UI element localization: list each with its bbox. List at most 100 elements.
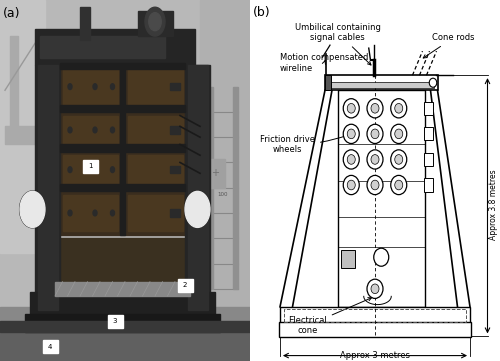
Bar bbox=[60, 144, 185, 152]
Bar bbox=[170, 126, 180, 134]
Circle shape bbox=[93, 84, 97, 90]
Text: Friction drive
wheels: Friction drive wheels bbox=[260, 135, 348, 154]
Bar bbox=[424, 127, 433, 140]
Bar bbox=[62, 195, 118, 231]
Circle shape bbox=[343, 99, 359, 118]
Circle shape bbox=[391, 150, 407, 169]
Circle shape bbox=[347, 129, 355, 139]
Circle shape bbox=[367, 99, 383, 118]
Circle shape bbox=[343, 124, 359, 143]
Text: (a): (a) bbox=[2, 7, 20, 20]
Circle shape bbox=[347, 104, 355, 113]
Bar bbox=[208, 87, 212, 289]
Text: 4: 4 bbox=[48, 344, 52, 349]
Bar bbox=[170, 209, 180, 217]
Circle shape bbox=[395, 104, 403, 113]
Bar bbox=[60, 63, 185, 69]
Circle shape bbox=[343, 150, 359, 169]
Circle shape bbox=[395, 180, 403, 190]
Bar bbox=[35, 29, 195, 65]
Circle shape bbox=[391, 99, 407, 118]
Bar bbox=[82, 160, 98, 173]
Text: Approx 3 metres: Approx 3 metres bbox=[340, 351, 410, 360]
Circle shape bbox=[371, 129, 379, 139]
Bar bbox=[80, 7, 90, 40]
Text: Cone rods: Cone rods bbox=[423, 33, 475, 58]
Circle shape bbox=[371, 180, 379, 190]
Circle shape bbox=[68, 127, 72, 133]
Bar bbox=[338, 90, 425, 307]
Circle shape bbox=[185, 191, 210, 227]
Bar bbox=[200, 0, 250, 325]
Bar bbox=[0, 307, 250, 361]
Bar bbox=[38, 65, 58, 310]
Bar bbox=[42, 340, 58, 353]
Bar bbox=[185, 65, 210, 310]
Bar bbox=[329, 82, 434, 88]
Text: +: + bbox=[211, 168, 219, 178]
Text: 1: 1 bbox=[88, 163, 92, 169]
Circle shape bbox=[395, 155, 403, 164]
Text: Approx 3.8 metres: Approx 3.8 metres bbox=[489, 169, 498, 240]
Circle shape bbox=[149, 13, 161, 31]
Circle shape bbox=[145, 7, 165, 36]
Bar bbox=[170, 83, 180, 90]
Bar bbox=[62, 155, 118, 184]
Circle shape bbox=[367, 279, 383, 299]
Circle shape bbox=[110, 167, 114, 173]
Circle shape bbox=[395, 129, 403, 139]
Bar bbox=[5, 126, 35, 144]
Text: (b): (b) bbox=[252, 6, 270, 19]
Bar bbox=[40, 36, 165, 58]
Text: Electrical
cone: Electrical cone bbox=[288, 298, 372, 335]
Bar bbox=[108, 315, 122, 328]
Circle shape bbox=[68, 84, 72, 90]
Bar bbox=[62, 69, 118, 105]
Circle shape bbox=[93, 210, 97, 216]
Circle shape bbox=[347, 155, 355, 164]
Bar bbox=[279, 322, 471, 337]
Bar bbox=[178, 279, 192, 292]
Bar bbox=[424, 178, 433, 192]
Text: Umbilical containing
signal cables: Umbilical containing signal cables bbox=[294, 23, 380, 65]
Circle shape bbox=[367, 150, 383, 169]
Circle shape bbox=[371, 104, 379, 113]
Bar bbox=[138, 11, 172, 36]
Text: 100: 100 bbox=[217, 192, 228, 197]
Circle shape bbox=[110, 84, 114, 90]
Circle shape bbox=[367, 124, 383, 143]
Bar bbox=[55, 282, 190, 296]
Bar bbox=[0, 321, 250, 332]
Bar bbox=[60, 65, 185, 235]
Circle shape bbox=[68, 210, 72, 216]
Text: 2: 2 bbox=[183, 282, 187, 288]
Bar bbox=[25, 314, 220, 332]
Circle shape bbox=[347, 180, 355, 190]
Bar bbox=[280, 307, 470, 323]
Bar bbox=[30, 292, 215, 318]
Circle shape bbox=[110, 210, 114, 216]
Bar bbox=[232, 87, 237, 289]
Circle shape bbox=[371, 284, 379, 293]
Bar bbox=[205, 159, 225, 188]
Bar bbox=[60, 105, 185, 112]
Circle shape bbox=[93, 127, 97, 133]
Circle shape bbox=[391, 124, 407, 143]
Bar bbox=[10, 36, 18, 126]
Bar bbox=[424, 102, 433, 115]
Circle shape bbox=[429, 78, 437, 87]
Bar bbox=[341, 250, 355, 268]
Bar bbox=[284, 309, 466, 322]
Bar bbox=[128, 155, 182, 184]
Bar bbox=[62, 116, 118, 144]
Bar bbox=[60, 238, 185, 289]
Circle shape bbox=[68, 167, 72, 173]
Bar bbox=[424, 153, 433, 166]
Bar bbox=[325, 75, 330, 90]
Circle shape bbox=[391, 175, 407, 195]
Bar bbox=[188, 65, 208, 310]
Bar bbox=[35, 65, 60, 310]
Bar bbox=[0, 0, 45, 253]
Circle shape bbox=[93, 167, 97, 173]
Text: 3: 3 bbox=[113, 318, 117, 324]
